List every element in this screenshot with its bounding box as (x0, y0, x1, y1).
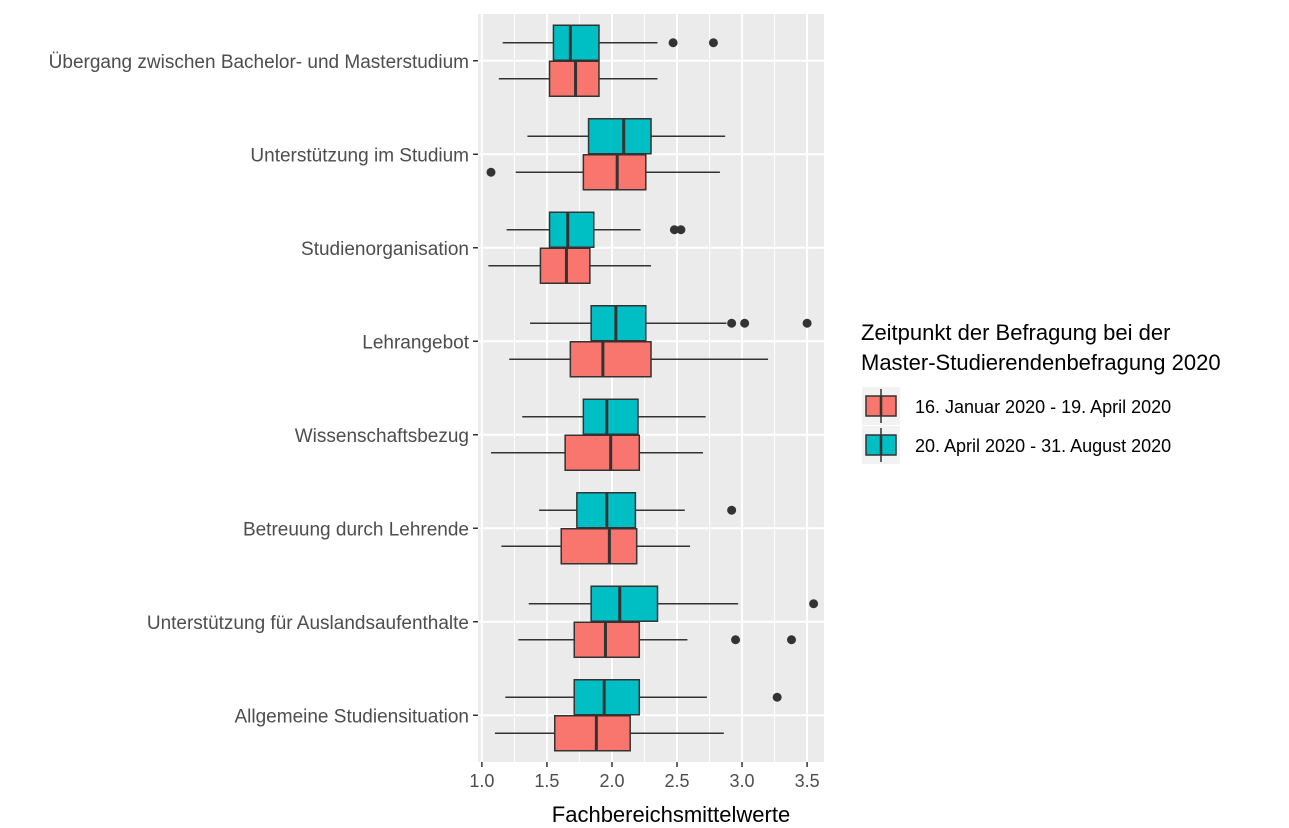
box-period-2 (527, 118, 726, 155)
box-period-1 (518, 621, 796, 658)
category-label: Unterstützung im Studium (250, 145, 469, 166)
box-iqr (590, 305, 647, 342)
outlier-point (486, 167, 496, 177)
outlier-point (727, 318, 737, 328)
category-label: Unterstützung für Auslandsaufenthalte (147, 613, 469, 634)
category-label: Übergang zwischen Bachelor- und Masterst… (49, 52, 469, 73)
box-period-1 (498, 60, 658, 97)
outlier-point (727, 505, 737, 515)
box-iqr (573, 679, 641, 716)
boxes-layer (486, 24, 819, 752)
outlier-point (802, 318, 812, 328)
box-period-2 (530, 305, 812, 342)
box-iqr (553, 715, 631, 752)
outlier-point (708, 38, 718, 48)
box-iqr (548, 211, 595, 248)
box-iqr (569, 341, 652, 378)
outlier-point (676, 225, 686, 235)
legend-title-line-1: Zeitpunkt der Befragung bei der (861, 320, 1170, 345)
box-period-2 (506, 211, 686, 248)
legend-label-series-2: 20. April 2020 - 31. August 2020 (915, 436, 1171, 456)
box-iqr (587, 118, 652, 155)
box-iqr (564, 434, 641, 471)
box-period-1 (488, 247, 651, 284)
box-period-2 (505, 679, 782, 716)
box-iqr (552, 24, 600, 61)
x-tick-label: 3.0 (730, 771, 755, 791)
box-period-1 (509, 341, 769, 378)
x-tick-label: 3.5 (795, 771, 820, 791)
legend: Zeitpunkt der Befragung bei der Master-S… (861, 320, 1221, 464)
category-label: Studienorganisation (301, 239, 469, 260)
box-iqr (590, 585, 659, 622)
y-axis: Übergang zwischen Bachelor- und Masterst… (49, 52, 478, 727)
outlier-point (668, 38, 678, 48)
x-axis-title: Fachbereichsmittelwerte (552, 802, 790, 827)
x-tick-label: 1.0 (469, 771, 494, 791)
outlier-point (809, 599, 819, 609)
outlier-point (740, 318, 750, 328)
box-period-1 (486, 154, 720, 191)
box-period-2 (528, 585, 819, 622)
box-period-1 (494, 715, 724, 752)
legend-label-series-1: 16. Januar 2020 - 19. April 2020 (915, 397, 1171, 417)
box-iqr (582, 154, 647, 191)
category-label: Betreuung durch Lehrende (243, 519, 469, 540)
x-tick-label: 2.0 (599, 771, 624, 791)
box-period-1 (491, 434, 704, 471)
x-tick-label: 2.5 (664, 771, 689, 791)
box-iqr (560, 528, 638, 565)
box-iqr (582, 398, 639, 435)
category-label: Wissenschaftsbezug (295, 426, 469, 447)
legend-title-line-2: Master-Studierendenbefragung 2020 (861, 350, 1221, 375)
category-label: Allgemeine Studiensituation (235, 706, 470, 727)
x-axis: 1.0 1.5 2.0 2.5 3.0 3.5 (469, 762, 820, 791)
category-label: Lehrangebot (362, 332, 469, 353)
box-period-2 (522, 398, 706, 435)
outlier-point (772, 692, 782, 702)
legend-keys (862, 387, 900, 464)
box-period-2 (502, 24, 718, 61)
x-tick-label: 1.5 (534, 771, 559, 791)
box-period-1 (501, 528, 691, 565)
box-period-2 (539, 492, 737, 529)
outlier-point (786, 635, 796, 645)
outlier-point (731, 635, 741, 645)
outlier-point (669, 225, 679, 235)
